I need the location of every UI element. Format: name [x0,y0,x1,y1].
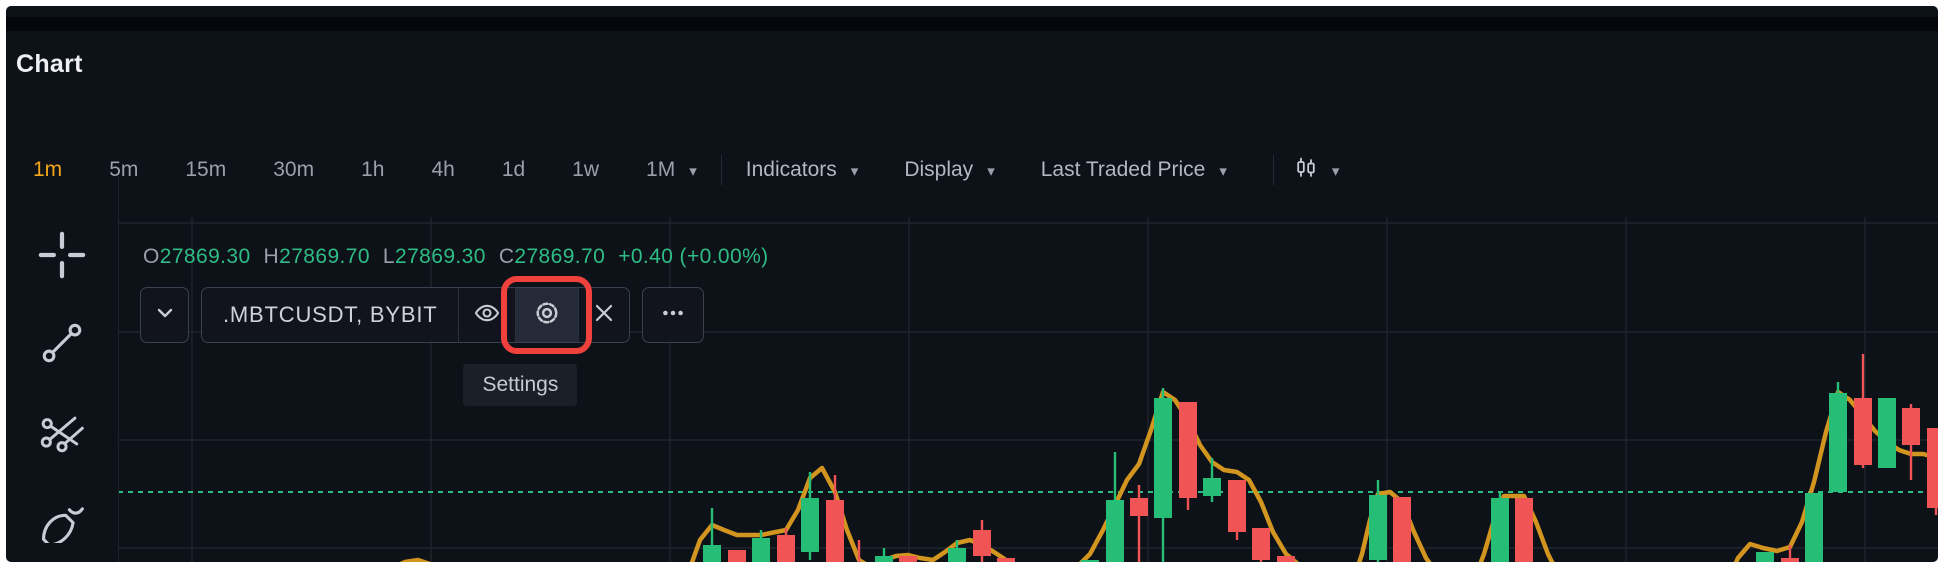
ohlc-key: L [382,245,396,268]
timeframe-15m[interactable]: 15m [185,158,227,181]
change-value: +0.40 (+0.00%) [618,245,769,268]
brush-tool-button[interactable] [36,495,88,547]
ohlc-legend: O27869.30 H27869.70 L27869.30 C27869.70 +0.4… [143,245,769,269]
timeframe-30m[interactable]: 30m [273,158,315,181]
ohlc-key: C [498,245,515,268]
chart-type-dropdown[interactable]: ▾ [1294,156,1340,185]
chart-app: Chart 1m 5m 15m 30m 1h 4h 1d 1w 1M ▾ Indicators ▾ D… [6,6,1938,562]
more-icon [660,300,686,331]
timeframe-1h[interactable]: 1h [361,158,385,181]
menu-display[interactable]: Display ▾ [904,158,995,181]
page-title: Chart [16,50,83,78]
timeframe-1m[interactable]: 1m [33,158,63,181]
ohlc-key: H [263,245,280,268]
chevron-down-icon [153,301,177,330]
trend-line-icon [38,319,86,372]
settings-button[interactable] [515,288,579,342]
chevron-down-icon: ▾ [850,163,859,180]
eye-icon [473,299,501,332]
symbol-legend-box: .MBTCUSDT, BYBIT [201,287,631,343]
menu-row: Indicators ▾ Display ▾ Last Traded Price ▾ [746,158,1273,182]
pitchfork-icon [38,407,86,460]
timeframe-4h[interactable]: 4h [431,158,455,181]
chevron-down-icon: ▾ [1219,163,1227,180]
timeframe-1w[interactable]: 1w [572,158,600,181]
remove-indicator-button[interactable] [578,288,629,342]
pitchfork-tool-button[interactable] [36,407,88,459]
gear-icon [532,298,562,333]
ohlc-value: 27869.30 [395,245,486,268]
toggle-visibility-button[interactable] [458,288,515,342]
ohlc-key: O [143,245,160,268]
symbol-legend-row: .MBTCUSDT, BYBIT [140,287,705,343]
menu-last-traded-price[interactable]: Last Traded Price ▾ [1040,158,1227,181]
chevron-down-icon: ▾ [987,163,995,180]
trend-line-tool-button[interactable] [36,319,88,371]
settings-tooltip: Settings [463,364,578,406]
legend-collapse-button[interactable] [140,287,189,343]
chevron-down-icon[interactable]: ▾ [689,163,697,180]
candles-icon [1294,156,1318,185]
timeframe-1d[interactable]: 1d [501,158,526,181]
top-divider-strip [6,17,1938,31]
ohlc-value: 27869.30 [159,245,251,268]
drawing-toolbar [6,231,118,547]
timeframe-1M[interactable]: 1M [646,158,676,181]
chart-toolbar: 1m 5m 15m 30m 1h 4h 1d 1w 1M ▾ Indicators ▾ Display… [33,152,1339,188]
brush-icon [38,495,86,548]
crosshair-tool-button[interactable] [36,231,88,283]
timeframe-5m[interactable]: 5m [109,158,139,181]
symbol-name[interactable]: .MBTCUSDT, BYBIT [223,302,438,327]
ohlc-value: 27869.70 [279,245,370,268]
ohlc-value: 27869.70 [514,245,606,268]
close-icon [591,300,617,331]
more-options-button[interactable] [642,287,705,343]
toolbar-separator [1272,155,1274,185]
sidebar-divider [118,176,119,562]
chevron-down-icon: ▾ [1331,163,1340,180]
toolbar-separator [720,155,722,185]
chart-canvas[interactable] [6,6,1938,562]
timeframe-row: 1m 5m 15m 30m 1h 4h 1d 1w 1M ▾ [33,158,721,182]
menu-indicators[interactable]: Indicators ▾ [745,158,859,181]
crosshair-icon [36,229,88,286]
